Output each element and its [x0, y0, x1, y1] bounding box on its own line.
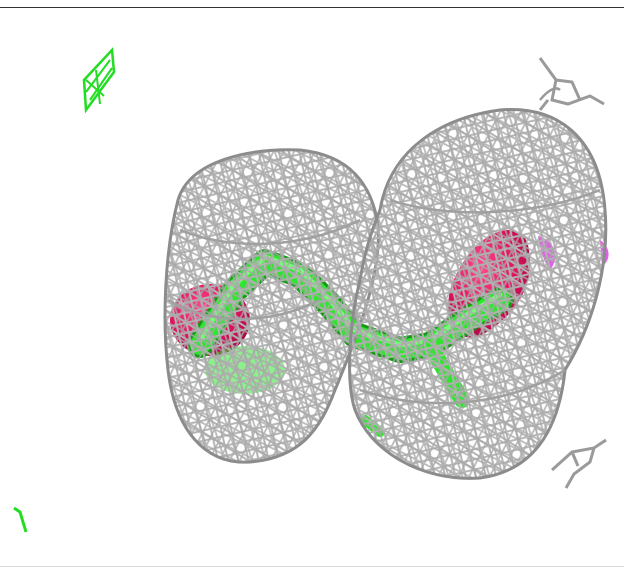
green-mesh-fragment-bottom-left: [13, 506, 28, 533]
bottom-divider: [0, 566, 624, 567]
gray-stick-fragment-bottom-right: [550, 438, 607, 489]
top-divider: [0, 7, 624, 8]
density-mesh-right-lobe: [348, 87, 608, 480]
density-mesh-left-lobe: [163, 148, 380, 464]
gray-stick-fragment-top-right: [538, 57, 605, 111]
green-mesh-fragment-top-left: [82, 47, 116, 114]
